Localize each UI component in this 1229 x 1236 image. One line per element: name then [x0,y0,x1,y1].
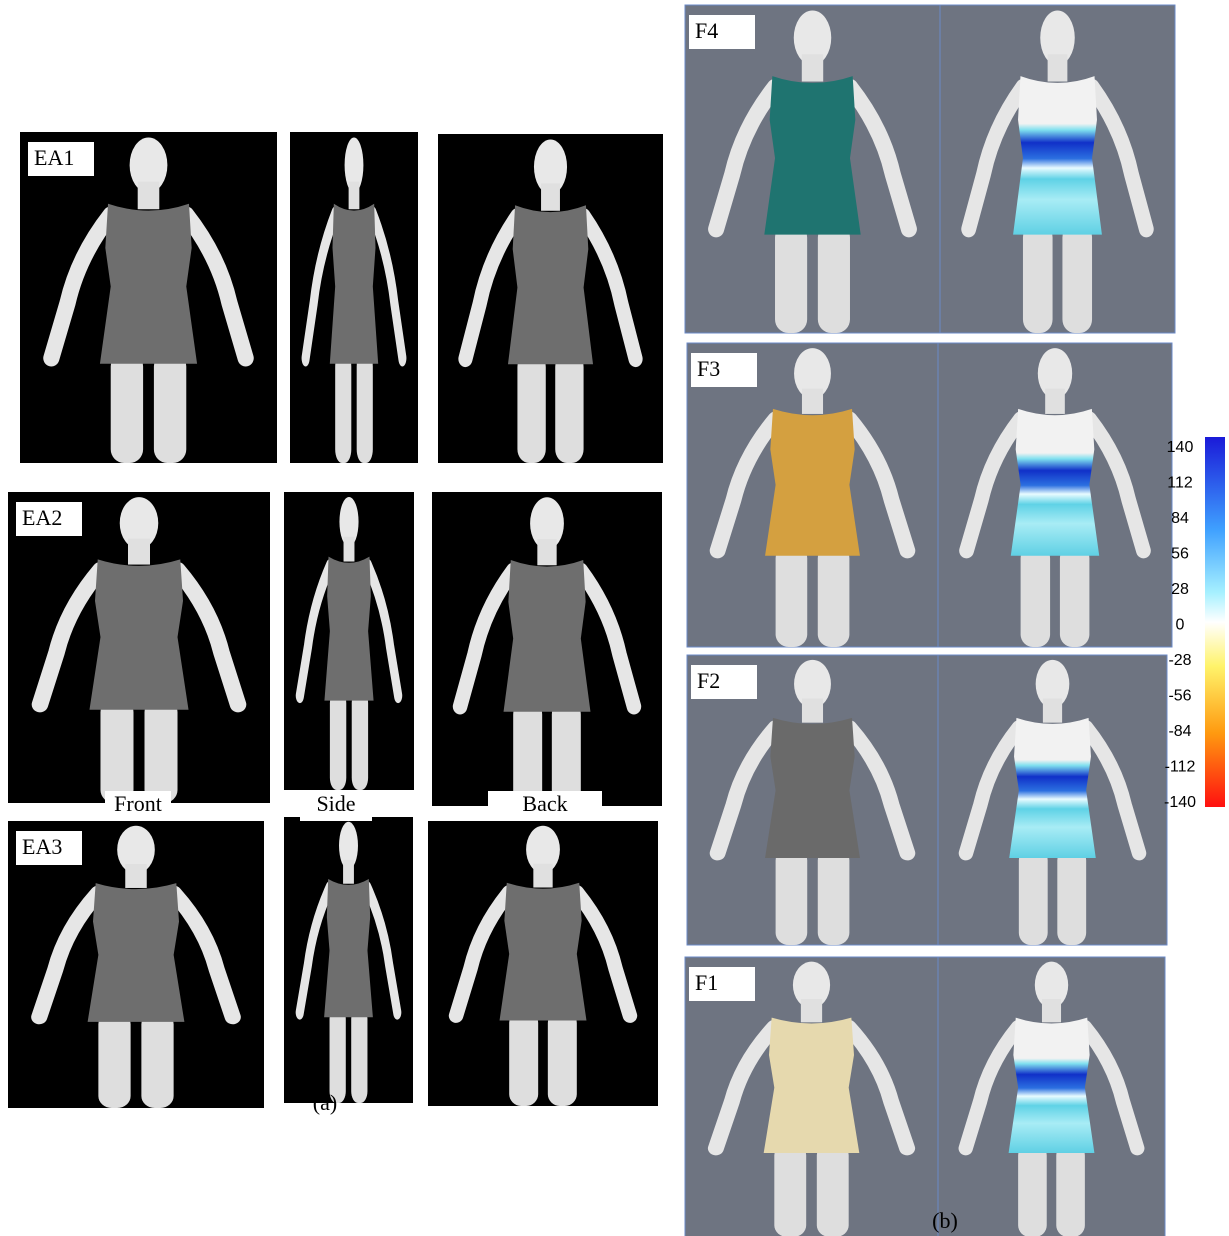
panel-label: F2 [697,668,720,693]
garment [330,204,378,364]
colorbar-tick-label: 112 [1167,475,1193,492]
panel-label: F1 [695,970,718,995]
caption: (b) [932,1208,958,1233]
colorbar-tick-label: 56 [1171,546,1189,563]
panel-label: EA3 [22,834,62,859]
garment [1011,409,1099,556]
colorbar-tick-label: -112 [1165,759,1196,776]
garment [88,883,185,1022]
colorbar: 140 112 84 56 28 0 -28 -56 -84 -112 -140 [1164,437,1225,811]
colorbar-gradient [1205,437,1225,807]
garment [765,409,860,556]
view-label: Front [114,791,162,816]
colorbar-tick-label: -84 [1168,723,1191,740]
colorbar-tick-label: -28 [1168,652,1191,669]
caption: (a) [313,1090,337,1115]
garment [500,883,587,1021]
colorbar-tick-label: 0 [1176,617,1185,634]
colorbar-tick-label: 84 [1171,510,1189,527]
garment [100,204,197,364]
colorbar-tick-label: 140 [1167,439,1194,456]
colorbar-tick-label: 28 [1171,581,1189,598]
garment [504,560,591,712]
garment [1009,718,1096,858]
colorbar-tick-label: -56 [1168,688,1191,705]
garment [764,1018,860,1153]
garment [765,718,860,858]
garment [508,205,593,364]
panel-label: F4 [695,18,718,43]
garment [324,557,373,701]
panel-label: F3 [697,356,720,381]
colorbar-tick-label: -140 [1164,794,1196,811]
panel-label: EA1 [34,145,74,170]
figure: EA1EA2EA3FrontSideBack(a)F4F3F2F1(b)1401… [0,0,1229,1236]
garment [324,879,373,1017]
garment [764,76,860,235]
garment [1013,76,1102,235]
garment [89,559,188,709]
panel-label: EA2 [22,505,62,530]
garment [1009,1018,1095,1153]
view-label: Side [316,791,355,816]
view-label: Back [522,791,567,816]
